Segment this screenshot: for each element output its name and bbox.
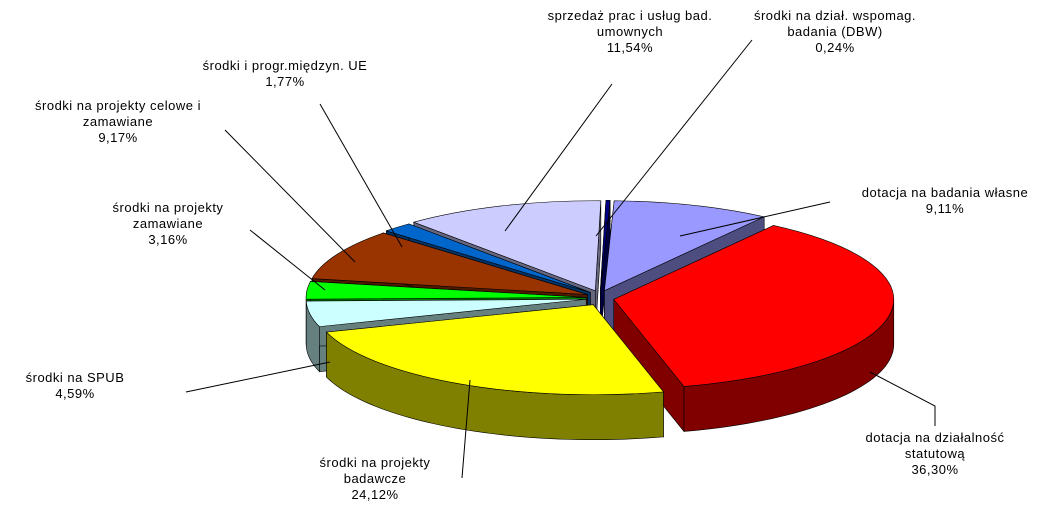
category-name: środki na projekty zamawiane xyxy=(112,200,224,231)
slice-label: środki i progr.międzyn. UE 1,77% xyxy=(175,58,395,90)
pie-slice xyxy=(613,224,895,433)
value-label: 9,11% xyxy=(925,201,965,216)
leader-line xyxy=(319,103,403,248)
category-name: środki na projekty celowe i zamawiane xyxy=(35,98,201,129)
leader-line xyxy=(249,229,326,291)
slice-label: dotacja na działalność statutową 36,30% xyxy=(835,430,1035,478)
leader-line xyxy=(679,201,831,237)
slice-top xyxy=(412,200,602,292)
slice-top xyxy=(385,223,591,293)
category-name: sprzedaż prac i usług bad. umownych xyxy=(547,8,713,39)
leader-line xyxy=(504,83,613,232)
category-name: dotacja na działalność statutową xyxy=(865,430,1005,461)
slice-label: środki na projekty zamawiane 3,16% xyxy=(93,200,243,248)
leader-line xyxy=(461,379,471,479)
category-name: środki na projekty badawcze xyxy=(319,455,431,486)
leader-line xyxy=(595,39,753,237)
slice-top xyxy=(311,232,588,295)
slice-label: środki na projekty celowe i zamawiane 9,1… xyxy=(3,98,233,146)
leader-line xyxy=(224,129,356,263)
value-label: 24,12% xyxy=(351,487,399,502)
value-label: 0,24% xyxy=(815,40,855,55)
category-name: środki na SPUB xyxy=(25,370,125,385)
value-label: 36,30% xyxy=(911,462,959,477)
slice-label: dotacja na badania własne 9,11% xyxy=(840,185,1050,217)
category-name: dotacja na badania własne xyxy=(861,185,1029,200)
category-name: środki na dział. wspomag. badania (DBW) xyxy=(753,8,917,39)
slice-top xyxy=(604,200,766,292)
slice-label: środki na projekty badawcze 24,12% xyxy=(295,455,455,503)
slice-label: sprzedaż prac i usług bad. umownych 11,54… xyxy=(530,8,730,56)
slice-top xyxy=(613,225,895,387)
value-label: 1,77% xyxy=(265,74,305,89)
slice-top xyxy=(325,304,665,396)
value-label: 3,16% xyxy=(148,232,188,247)
slice-top xyxy=(600,200,611,291)
slice-label: środki na dział. wspomag. badania (DBW) 0… xyxy=(745,8,925,56)
slice-top xyxy=(305,298,587,327)
pie-slice xyxy=(325,303,665,441)
pie-slice xyxy=(600,200,611,336)
value-label: 9,17% xyxy=(98,130,138,145)
leader-line xyxy=(185,361,331,393)
category-name: środki i progr.międzyn. UE xyxy=(202,58,368,73)
value-label: 11,54% xyxy=(606,40,654,55)
value-label: 4,59% xyxy=(55,386,95,401)
slice-label: środki na SPUB 4,59% xyxy=(10,370,140,402)
leader-line xyxy=(869,371,936,426)
slice-top xyxy=(305,281,587,300)
